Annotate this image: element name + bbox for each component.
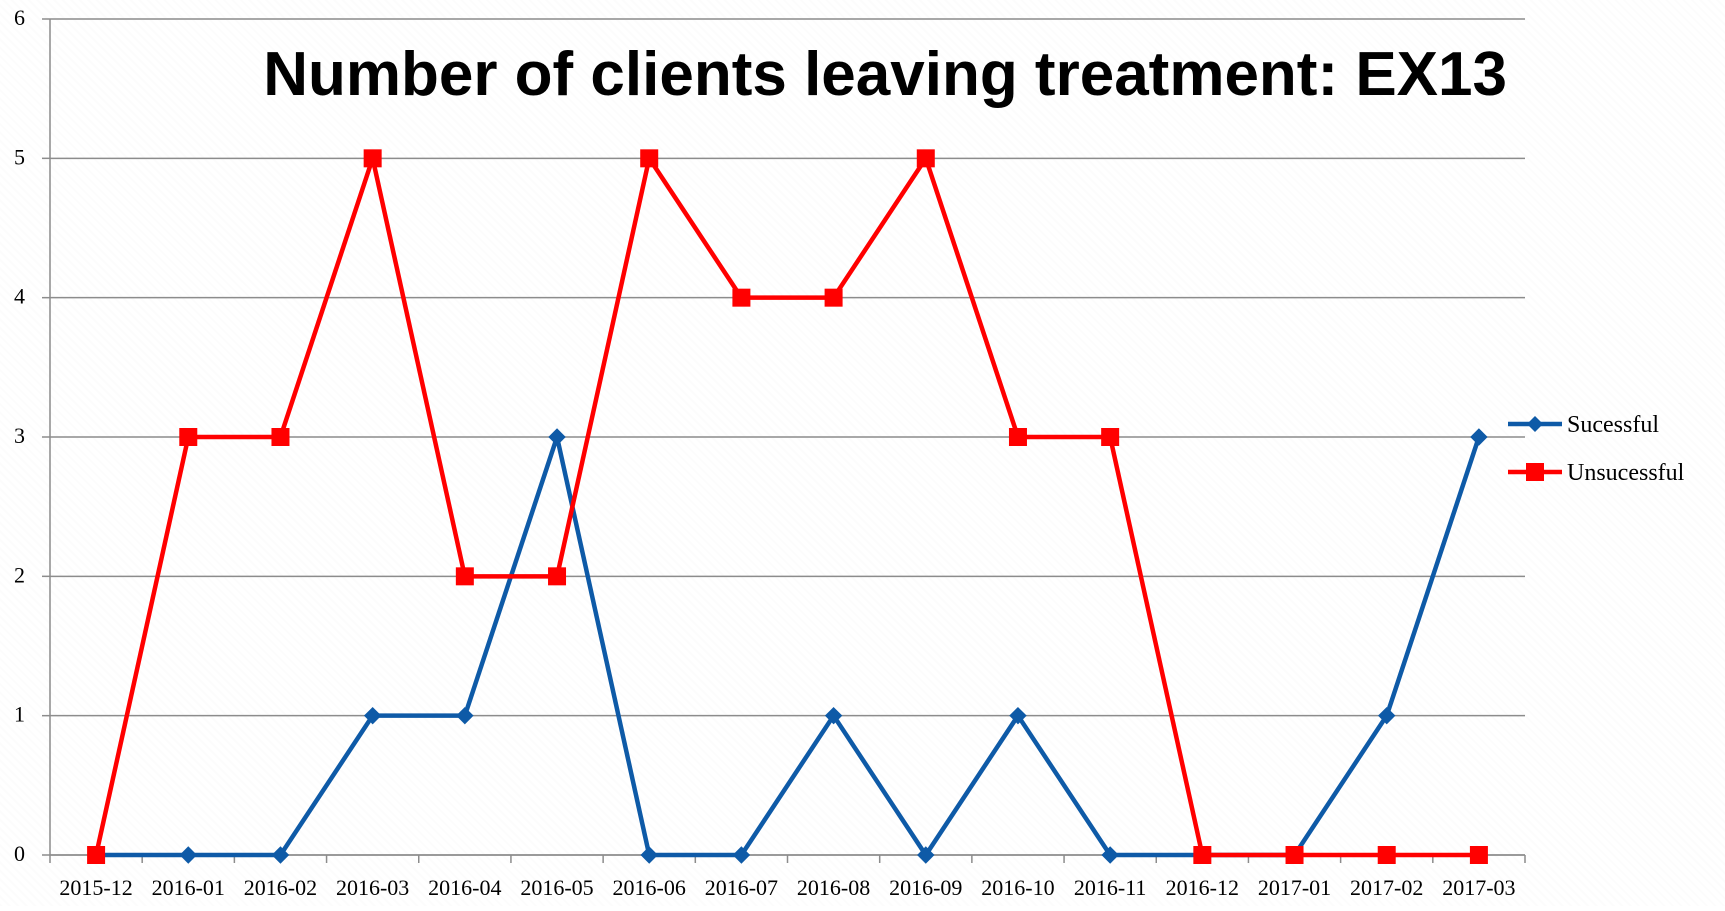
data-point-unsucessful — [1285, 846, 1304, 864]
x-tick-label: 2016-05 — [520, 875, 593, 900]
series-line-unsucessful — [93, 149, 1479, 858]
data-point-unsucessful — [916, 149, 935, 168]
data-point-unsucessful — [1193, 846, 1212, 864]
y-tick-label: 0 — [14, 841, 25, 866]
y-tick-label: 5 — [14, 144, 25, 169]
data-point-sucessful — [1378, 706, 1396, 725]
data-point-unsucessful — [1008, 428, 1027, 446]
data-point-unsucessful — [1469, 846, 1488, 864]
data-point-sucessful — [1101, 846, 1119, 864]
x-tick-label: 2016-08 — [797, 875, 870, 900]
x-tick-label: 2016-01 — [152, 875, 225, 900]
legend-label: Unsucessful — [1567, 460, 1685, 486]
x-tick-label: 2017-03 — [1442, 875, 1515, 900]
data-point-sucessful — [363, 706, 382, 725]
chart-title: Number of clients leaving treatment: EX1… — [263, 40, 1507, 109]
x-tick-label: 2016-03 — [336, 875, 409, 900]
data-point-unsucessful — [732, 288, 751, 307]
legend: Sucessful Unsucessful — [1508, 412, 1685, 486]
legend-swatch-marker — [1527, 416, 1543, 432]
y-tick-label: 1 — [14, 702, 25, 727]
data-point-sucessful — [1470, 428, 1488, 446]
data-point-unsucessful — [455, 567, 474, 586]
legend-swatch-marker — [1526, 463, 1544, 481]
series-line-sucessful — [96, 428, 1482, 860]
y-tick-label: 2 — [14, 562, 25, 587]
x-tick-label: 2017-01 — [1258, 875, 1331, 900]
x-tick-label: 2016-09 — [889, 875, 962, 900]
data-point-unsucessful — [548, 567, 567, 586]
data-point-sucessful — [732, 846, 751, 864]
data-point-unsucessful — [179, 428, 198, 446]
y-tick-label: 4 — [14, 284, 25, 309]
data-point-sucessful — [824, 706, 843, 725]
data-point-sucessful — [1009, 706, 1027, 725]
x-tick-label: 2015-12 — [59, 875, 132, 900]
x-tick-label: 2016-12 — [1166, 875, 1239, 900]
legend-label: Sucessful — [1567, 412, 1659, 438]
data-point-sucessful — [917, 846, 935, 864]
x-tick-label: 2016-06 — [613, 875, 686, 900]
x-tick-label: 2016-10 — [981, 875, 1054, 900]
y-tick-label: 6 — [14, 5, 25, 30]
x-tick-label: 2016-04 — [428, 875, 501, 900]
data-point-unsucessful — [363, 149, 382, 168]
x-tick-label: 2017-02 — [1350, 875, 1423, 900]
data-point-unsucessful — [1377, 846, 1396, 864]
data-point-sucessful — [548, 428, 566, 446]
data-point-unsucessful — [271, 428, 290, 446]
data-point-sucessful — [640, 846, 658, 864]
x-tick-label: 2016-11 — [1074, 875, 1147, 900]
x-tick-label: 2016-07 — [705, 875, 778, 900]
data-point-unsucessful — [1101, 428, 1120, 446]
data-point-sucessful — [179, 846, 197, 864]
data-point-unsucessful — [87, 846, 106, 864]
data-point-sucessful — [456, 706, 474, 725]
axis-layer: 0 1 2 3 4 5 6 2015-12 2016-01 2016-02 2016-03 2016-… — [14, 5, 1526, 900]
x-tick-label: 2016-02 — [244, 875, 317, 900]
data-point-sucessful — [271, 846, 290, 864]
data-point-unsucessful — [640, 149, 659, 168]
data-point-unsucessful — [824, 288, 843, 307]
y-tick-label: 3 — [14, 423, 25, 448]
series-layer — [87, 149, 1488, 864]
